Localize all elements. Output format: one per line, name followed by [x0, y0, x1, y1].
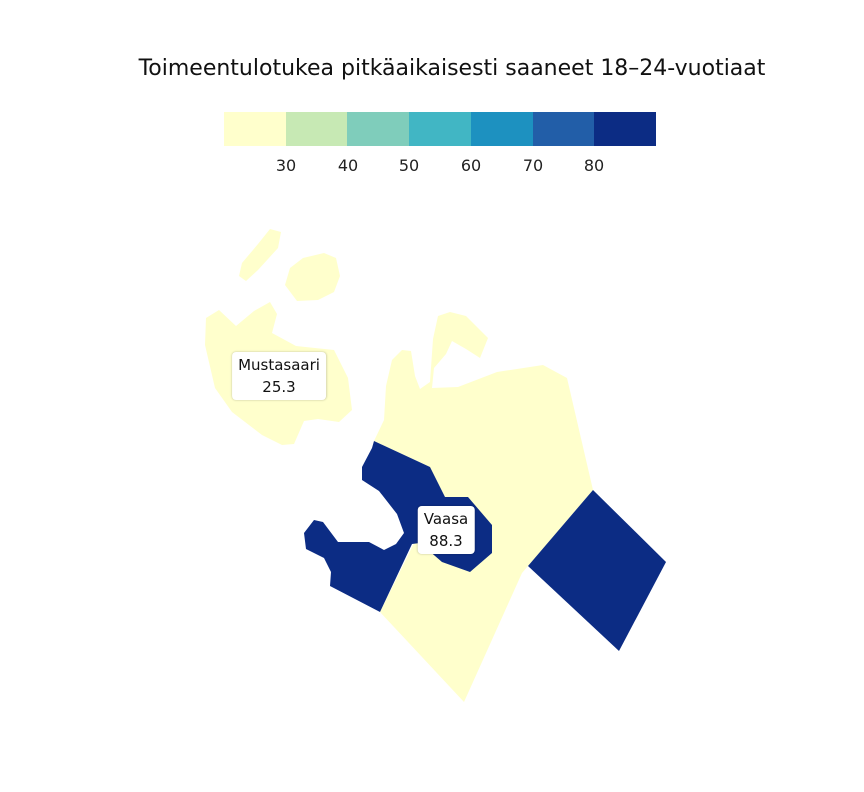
legend-swatch-5 [470, 112, 533, 146]
legend-swatch-6 [532, 112, 595, 146]
legend-swatch-2 [285, 112, 348, 146]
legend-tick: 40 [337, 156, 359, 175]
legend-tick: 70 [522, 156, 544, 175]
label-mustasaari-value: 25.3 [262, 378, 296, 396]
color-legend [224, 112, 657, 146]
label-vaasa-name: Vaasa [423, 510, 469, 528]
legend-swatch-4 [409, 112, 471, 146]
label-mustasaari: Mustasaari 25.3 [232, 352, 326, 400]
label-vaasa-value: 88.3 [429, 532, 463, 550]
region-vaasa[interactable] [304, 441, 666, 651]
legend-swatch-7 [594, 112, 657, 146]
label-mustasaari-name: Mustasaari [238, 356, 320, 374]
legend-tick: 50 [398, 156, 420, 175]
vaasa-main[interactable] [304, 441, 492, 612]
mustasaari-island-2[interactable] [285, 253, 340, 301]
legend-tick: 60 [460, 156, 482, 175]
mustasaari-mainland[interactable] [374, 312, 593, 702]
legend-swatch-1 [224, 112, 286, 146]
map-title: Toimeentulotukea pitkäaikaisesti saaneet… [138, 56, 766, 81]
vaasa-east[interactable] [528, 490, 666, 651]
legend-swatch-3 [347, 112, 410, 146]
legend-tick: 30 [275, 156, 297, 175]
mustasaari-island-1[interactable] [239, 229, 281, 281]
legend-tick: 80 [583, 156, 605, 175]
label-vaasa: Vaasa 88.3 [417, 506, 475, 554]
